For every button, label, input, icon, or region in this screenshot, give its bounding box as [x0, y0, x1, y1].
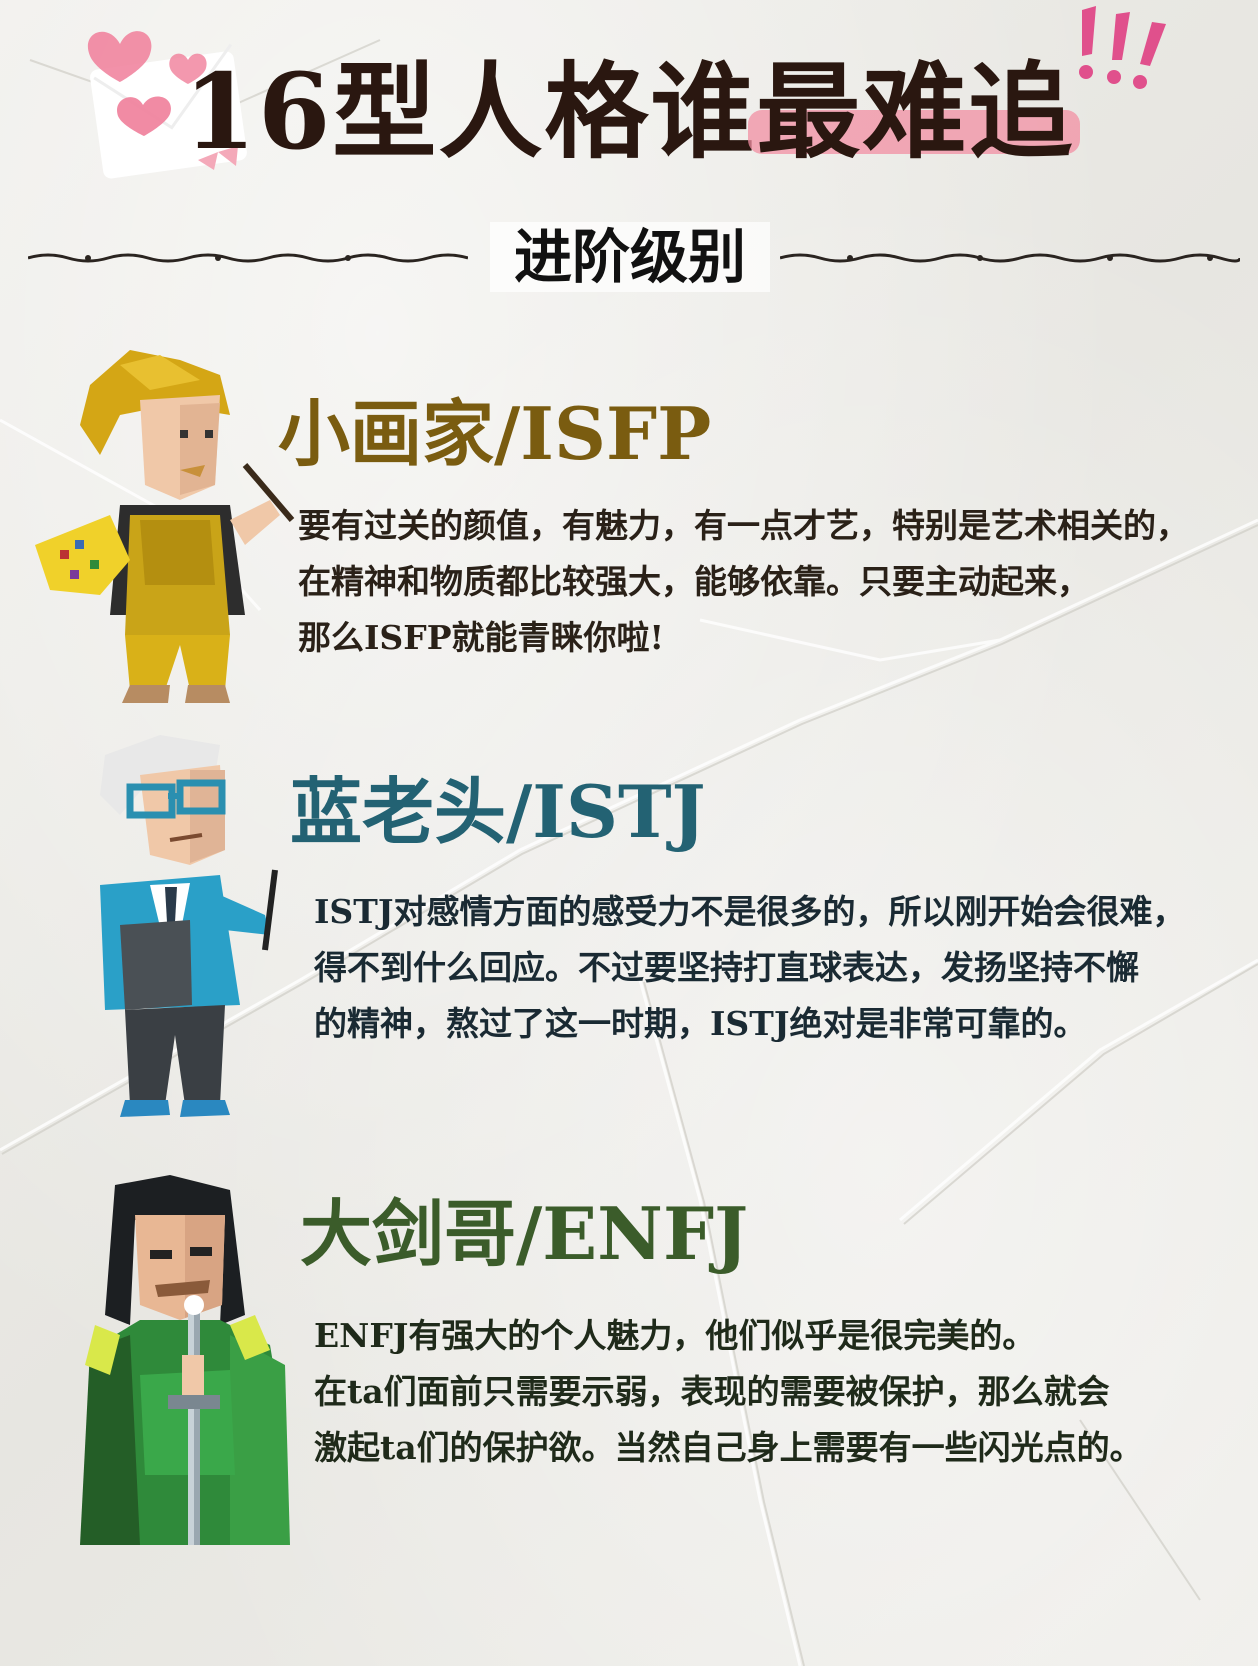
- title-highlight: 最难追: [748, 50, 1081, 173]
- title-prefix: 16型人格谁: [183, 50, 757, 173]
- painter-character-illustration: [35, 350, 295, 703]
- old-man-character-illustration: [100, 735, 278, 1117]
- swordsman-character-illustration: [80, 1175, 290, 1545]
- enfj-line-3: 激起ta们的保护欲。当然自己身上需要有一些闪光点的。: [314, 1428, 1143, 1467]
- page-title: 16型人格谁最难追: [183, 50, 1081, 173]
- section-body-istj: ISTJ对感情方面的感受力不是很多的，所以刚开始会很难， 得不到什么回应。不过要…: [314, 884, 1185, 1052]
- exclamation-icon: [1079, 6, 1166, 89]
- istj-line-1: ISTJ对感情方面的感受力不是很多的，所以刚开始会很难，: [314, 892, 1186, 931]
- ornament-line-right: [780, 253, 1240, 263]
- love-letter-icon: [87, 31, 247, 179]
- enfj-line-2: 在ta们面前只需要示弱，表现的需要被保护，那么就会: [314, 1372, 1110, 1411]
- section-body-isfp: 要有过关的颜值，有魅力，有一点才艺，特别是艺术相关的， 在精神和物质都比较强大，…: [298, 498, 1189, 666]
- section-heading-istj: 蓝老头/ISTJ: [290, 769, 706, 854]
- ornament-line-left: [28, 253, 468, 263]
- isfp-line-1: 要有过关的颜值，有魅力，有一点才艺，特别是艺术相关的，: [298, 506, 1189, 545]
- title-block: 16型人格谁最难追: [0, 52, 1258, 172]
- enfj-line-1: ENFJ有强大的个人魅力，他们似乎是很完美的。: [314, 1316, 1036, 1355]
- section-heading-enfj: 大剑哥/ENFJ: [300, 1191, 749, 1276]
- isfp-line-2: 在精神和物质都比较强大，能够依靠。只要主动起来，: [298, 562, 1090, 601]
- subtitle-block: 进阶级别: [0, 222, 1258, 292]
- section-heading-isfp: 小画家/ISFP: [278, 391, 712, 476]
- isfp-line-3: 那么ISFP就能青睐你啦!: [298, 618, 664, 657]
- subtitle: 进阶级别: [490, 222, 770, 292]
- istj-line-2: 得不到什么回应。不过要坚持打直球表达，发扬坚持不懈: [314, 948, 1139, 987]
- section-body-enfj: ENFJ有强大的个人魅力，他们似乎是很完美的。 在ta们面前只需要示弱，表现的需…: [314, 1308, 1143, 1476]
- istj-line-3: 的精神，熬过了这一时期，ISTJ绝对是非常可靠的。: [314, 1004, 1087, 1043]
